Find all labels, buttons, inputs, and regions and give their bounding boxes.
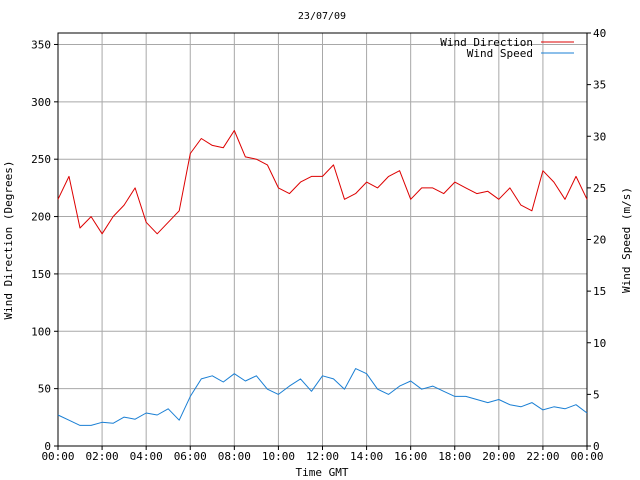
wind-speed-line: [57, 368, 588, 426]
x-tick-label: 10:00: [262, 450, 295, 463]
legend-label-speed: Wind Speed: [467, 47, 533, 60]
x-tick-label: 12:00: [306, 450, 339, 463]
right-tick-label: 5: [593, 388, 600, 401]
x-tick-label: 16:00: [394, 450, 427, 463]
left-axis-label: Wind Direction (Degrees): [2, 161, 15, 320]
right-axis-ticks: 0 5 10 15 20 25 30 35 40: [587, 27, 606, 453]
x-tick-label: 08:00: [218, 450, 251, 463]
right-tick-label: 35: [593, 79, 606, 92]
right-tick-label: 30: [593, 130, 606, 143]
left-tick-label: 50: [38, 383, 51, 396]
chart-title: 23/07/09: [298, 11, 346, 22]
left-tick-label: 350: [31, 38, 51, 51]
x-axis-label: Time GMT: [296, 466, 349, 479]
left-tick-label: 0: [44, 440, 51, 453]
legend-label-direction: Wind Direction: [440, 36, 533, 49]
x-tick-label: 02:00: [86, 450, 119, 463]
x-tick-label: 06:00: [174, 450, 207, 463]
series-lines: [57, 130, 588, 426]
legend: Wind Direction Wind Speed: [440, 36, 574, 60]
x-tick-label: 18:00: [438, 450, 471, 463]
left-tick-label: 100: [31, 325, 51, 338]
right-tick-label: 15: [593, 285, 606, 298]
x-tick-label: 04:00: [130, 450, 163, 463]
x-tick-label: 14:00: [350, 450, 383, 463]
right-axis-label: Wind Speed (m/s): [620, 187, 633, 293]
grid-lines: [58, 33, 587, 446]
left-axis-ticks: 0 50 100 150 200 250 300 350: [31, 38, 58, 453]
left-tick-label: 250: [31, 153, 51, 166]
x-tick-label: 22:00: [526, 450, 559, 463]
x-tick-label: 00:00: [41, 450, 74, 463]
right-tick-label: 10: [593, 337, 606, 350]
right-tick-label: 20: [593, 234, 606, 247]
left-tick-label: 200: [31, 211, 51, 224]
right-tick-label: 25: [593, 182, 606, 195]
wind-direction-line: [57, 130, 588, 235]
right-tick-label: 40: [593, 27, 606, 40]
x-tick-label: 00:00: [570, 450, 603, 463]
right-tick-label: 0: [593, 440, 600, 453]
x-tick-label: 20:00: [482, 450, 515, 463]
left-tick-label: 150: [31, 268, 51, 281]
left-tick-label: 300: [31, 96, 51, 109]
x-axis-ticks: 00:00 02:00 04:00 06:00 08:00 10:00 12:00 14:00…: [41, 446, 604, 463]
